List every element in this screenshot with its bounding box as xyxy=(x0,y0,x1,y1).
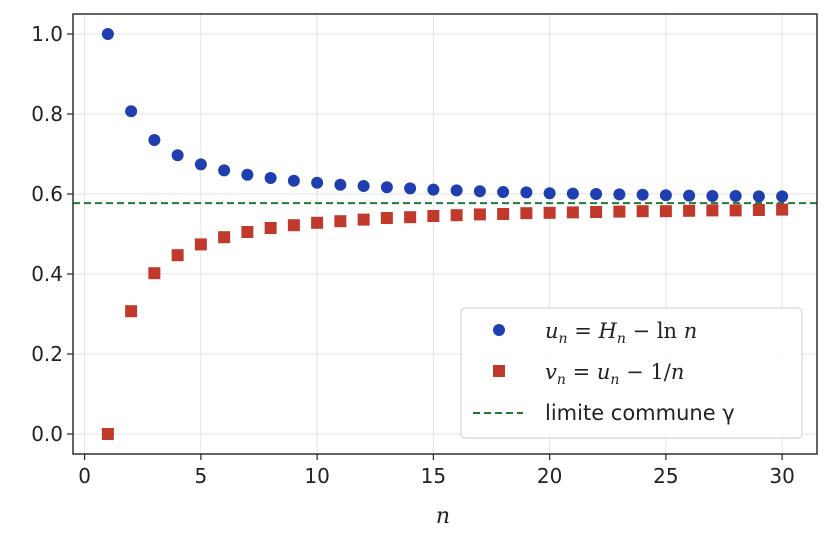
x-tick-label-5: 25 xyxy=(653,464,678,488)
plot-frame xyxy=(72,13,818,455)
point-v-10 xyxy=(311,216,324,229)
point-v-2 xyxy=(125,305,138,318)
point-u-26 xyxy=(683,189,696,202)
point-v-29 xyxy=(752,204,765,216)
x-tick-label-6: 30 xyxy=(769,464,794,488)
point-v-30 xyxy=(776,203,789,216)
point-u-2 xyxy=(125,105,138,118)
point-v-14 xyxy=(404,211,417,224)
point-v-6 xyxy=(218,231,231,244)
point-v-17 xyxy=(473,208,486,221)
x-tick-label-0: 0 xyxy=(78,464,91,488)
point-u-11 xyxy=(334,178,347,191)
x-tick-label-2: 10 xyxy=(304,464,329,488)
point-v-7 xyxy=(241,226,254,238)
point-v-11 xyxy=(334,215,347,228)
y-tick-label-3: 0.6 xyxy=(31,182,63,206)
point-v-3 xyxy=(148,267,161,280)
point-u-25 xyxy=(659,189,672,202)
point-v-8 xyxy=(264,222,277,234)
y-axis-ticks: 0.0 0.2 0.4 0.6 0.8 1.0 xyxy=(31,22,73,446)
x-axis-label: n xyxy=(436,504,450,529)
point-u-10 xyxy=(311,176,324,189)
point-v-25 xyxy=(659,205,672,218)
point-u-16 xyxy=(450,184,463,197)
point-v-4 xyxy=(171,249,184,262)
point-v-23 xyxy=(613,205,626,218)
point-u-15 xyxy=(427,183,440,196)
legend-label-v: vn = un − 1/n xyxy=(545,360,684,388)
point-u-30 xyxy=(776,190,789,203)
y-tick-label-1: 0.2 xyxy=(31,342,63,366)
x-tick-label-4: 20 xyxy=(537,464,562,488)
series-u xyxy=(101,28,789,203)
point-v-16 xyxy=(450,209,463,222)
point-u-29 xyxy=(752,190,765,203)
legend-marker-u xyxy=(493,324,505,336)
point-u-14 xyxy=(404,182,417,195)
point-u-7 xyxy=(241,168,254,181)
point-u-17 xyxy=(473,185,486,198)
point-u-28 xyxy=(729,190,742,202)
point-u-19 xyxy=(520,186,533,199)
point-v-13 xyxy=(380,212,393,224)
point-u-21 xyxy=(566,187,579,200)
x-tick-label-3: 15 xyxy=(421,464,446,488)
series-v xyxy=(101,203,789,440)
y-tick-label-5: 1.0 xyxy=(31,22,63,46)
legend-marker-v xyxy=(493,365,505,377)
point-v-19 xyxy=(520,207,533,220)
point-u-3 xyxy=(148,134,161,146)
point-v-22 xyxy=(590,206,603,218)
point-v-20 xyxy=(543,206,556,219)
point-u-6 xyxy=(218,164,231,177)
point-u-1 xyxy=(101,28,114,40)
point-u-23 xyxy=(613,188,626,201)
point-u-5 xyxy=(194,158,207,171)
point-v-26 xyxy=(683,204,696,217)
y-tick-label-2: 0.4 xyxy=(31,262,63,286)
point-v-5 xyxy=(194,238,207,251)
point-v-15 xyxy=(427,210,440,222)
point-v-24 xyxy=(636,205,649,218)
point-u-4 xyxy=(171,149,184,162)
point-u-13 xyxy=(380,181,393,194)
point-u-9 xyxy=(287,174,300,187)
point-v-9 xyxy=(287,219,300,232)
legend-label-u: un = Hn − ln n xyxy=(545,319,697,347)
point-u-27 xyxy=(706,190,719,202)
point-u-24 xyxy=(636,188,649,201)
x-tick-label-1: 5 xyxy=(195,464,208,488)
point-v-21 xyxy=(566,206,579,219)
point-u-8 xyxy=(264,172,277,184)
point-u-18 xyxy=(497,186,510,198)
y-tick-label-4: 0.8 xyxy=(31,102,63,126)
legend-label-gamma: limite commune γ xyxy=(545,401,735,425)
point-v-28 xyxy=(729,204,742,217)
point-v-1 xyxy=(101,428,114,440)
x-axis-ticks: 0 5 10 15 20 25 30 xyxy=(78,454,795,488)
point-v-27 xyxy=(706,204,719,217)
y-tick-label-0: 0.0 xyxy=(31,422,63,446)
point-v-12 xyxy=(357,213,370,226)
point-u-20 xyxy=(543,187,556,200)
point-v-18 xyxy=(497,208,510,220)
point-u-22 xyxy=(590,188,603,200)
legend: un = Hn − ln n vn = un − 1/n limite comm… xyxy=(460,307,803,439)
legend-box xyxy=(460,307,803,439)
point-u-12 xyxy=(357,180,370,192)
